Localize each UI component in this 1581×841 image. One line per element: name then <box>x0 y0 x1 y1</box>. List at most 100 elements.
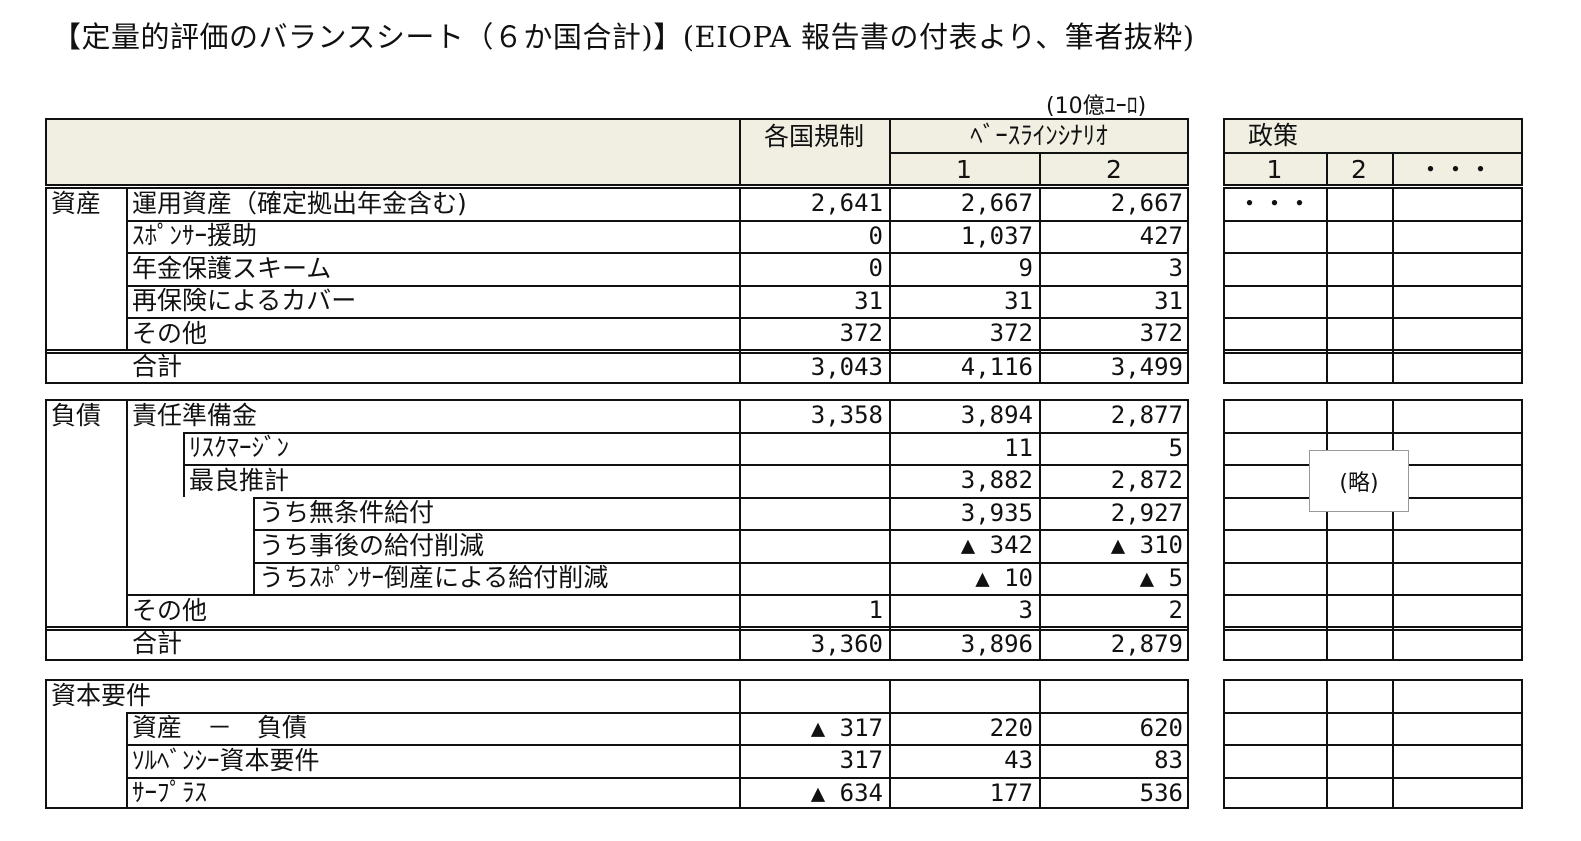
liabilities-row-label: 責任準備金 <box>132 400 258 430</box>
liabilities-value-baseline2: 5 <box>1168 433 1183 462</box>
assets-value-baseline2: 2,667 <box>1110 189 1183 218</box>
liabilities-value-kakkoku <box>739 497 889 530</box>
total-divider <box>45 628 1189 631</box>
assets-value-kakkoku: 0 <box>868 254 883 283</box>
capital-value-kakkoku: ▲ 634 <box>810 778 883 807</box>
policy-dots-row: ・・・ <box>1236 188 1312 218</box>
row-divider <box>126 776 1189 779</box>
row-divider <box>183 464 1189 466</box>
assets-value-kakkoku: 0 <box>868 221 883 250</box>
header-divider <box>739 118 741 186</box>
liabilities-total-baseline1: 3,896 <box>960 629 1033 658</box>
row-divider <box>126 284 1189 287</box>
liabilities-value-kakkoku <box>739 464 889 497</box>
liabilities-total-baseline2: 2,879 <box>1110 629 1183 658</box>
total-divider <box>45 348 1189 351</box>
row-divider <box>126 252 1189 254</box>
policy-row-divider <box>1223 561 1523 564</box>
row-divider <box>126 711 1189 714</box>
liabilities-row-label: ﾘｽｸﾏｰｼﾞﾝ <box>189 433 290 463</box>
assets-value-baseline2: 3 <box>1168 254 1183 283</box>
assets-value-baseline2: 427 <box>1139 221 1183 250</box>
row-divider <box>253 496 1189 499</box>
row-divider <box>253 561 1189 564</box>
assets-row-label: その他 <box>132 318 208 348</box>
liabilities-row-label: うちｽﾎﾟﾝｻｰ倒産による給付削減 <box>259 563 609 593</box>
capital-row-label: ｻｰﾌﾟﾗｽ <box>132 778 208 808</box>
assets-row-label: 運用資産（確定拠出年金含む) <box>132 188 467 218</box>
liabilities-row-label: うち事後の給付削減 <box>259 530 485 560</box>
assets-row-label: 年金保護スキーム <box>132 253 332 283</box>
liabilities-value-baseline1: ▲ 342 <box>960 531 1033 560</box>
liabilities-value-kakkoku: 3,358 <box>810 401 883 430</box>
assets-row-label: ｽﾎﾟﾝｻｰ援助 <box>132 221 258 251</box>
policy-total-divider <box>1223 625 1523 628</box>
indent-divider <box>253 529 255 562</box>
unit-label: (10億ﾕｰﾛ) <box>1046 94 1147 119</box>
capital-row-label: 資産 － 負債 <box>132 713 308 743</box>
liabilities-value-baseline2: 2,877 <box>1110 401 1183 430</box>
liabilities-row-label: うち無条件給付 <box>259 498 435 528</box>
policy-row-divider <box>1223 431 1523 434</box>
liabilities-value-kakkoku <box>739 529 889 562</box>
liabilities-value-baseline1: 3 <box>1018 596 1033 625</box>
policy-divider <box>1392 152 1394 186</box>
liabilities-value-kakkoku <box>739 432 889 465</box>
policy-row-divider <box>1223 776 1523 779</box>
capital-value-baseline1: 177 <box>989 778 1033 807</box>
assets-value-baseline2: 31 <box>1154 286 1183 315</box>
assets-value-baseline1: 9 <box>1018 254 1033 283</box>
capital-section-label: 資本要件 <box>51 680 152 710</box>
liabilities-label-divider <box>126 399 128 627</box>
capital-label-divider <box>126 711 128 809</box>
header-baseline: ﾍﾞｰｽﾗｲﾝｼﾅﾘｵ <box>970 120 1108 150</box>
header-policy-2: 2 <box>1351 154 1367 184</box>
assets-value-kakkoku: 2,641 <box>810 189 883 218</box>
policy-total-divider <box>1223 351 1523 354</box>
liabilities-value-baseline1: 3,882 <box>960 466 1033 495</box>
row-divider <box>253 529 1189 531</box>
assets-value-kakkoku: 372 <box>839 319 883 348</box>
liabilities-total-kakkoku: 3,360 <box>810 629 883 658</box>
omitted-note: (略) <box>1309 450 1409 512</box>
liabilities-value-baseline1: 11 <box>1004 433 1033 462</box>
assets-value-baseline2: 372 <box>1139 319 1183 348</box>
assets-total-baseline1: 4,116 <box>960 352 1033 381</box>
indent-divider <box>183 464 185 497</box>
liabilities-value-baseline2: ▲ 310 <box>1110 531 1183 560</box>
capital-value-baseline2: 83 <box>1154 746 1183 775</box>
liabilities-value-baseline1: ▲ 10 <box>975 563 1033 592</box>
policy-divider <box>1326 152 1328 186</box>
page-title: 【定量的評価のバランスシート（６か国合計)】(EIOPA 報告書の付表より、筆者… <box>52 20 1195 54</box>
assets-value-baseline1: 1,037 <box>960 221 1033 250</box>
capital-row-label: ｿﾙﾍﾞﾝｼｰ資本要件 <box>132 745 320 775</box>
liabilities-value-kakkoku: 1 <box>868 596 883 625</box>
liabilities-row-label: その他 <box>132 595 208 625</box>
header-divider <box>1039 152 1041 186</box>
indent-divider <box>183 431 185 464</box>
policy-row-divider <box>1223 252 1523 254</box>
policy-row-divider <box>1223 219 1523 222</box>
assets-label-divider <box>126 187 128 350</box>
liabilities-value-baseline2: 2,927 <box>1110 498 1183 527</box>
policy-total-divider <box>1223 628 1523 631</box>
assets-total-kakkoku: 3,043 <box>810 352 883 381</box>
assets-total-baseline2: 3,499 <box>1110 352 1183 381</box>
capital-value-baseline1: 220 <box>989 713 1033 742</box>
indent-divider <box>253 496 255 529</box>
assets-value-baseline1: 2,667 <box>960 189 1033 218</box>
row-divider <box>183 431 1189 434</box>
policy-row-divider <box>1223 711 1523 714</box>
liabilities-value-baseline2: ▲ 5 <box>1139 563 1183 592</box>
policy-row-divider <box>1223 317 1523 319</box>
assets-value-baseline1: 372 <box>989 319 1033 348</box>
capital-value-kakkoku: 317 <box>839 746 883 775</box>
liabilities-row-label: 最良推計 <box>189 465 290 495</box>
liabilities-value-baseline1: 3,935 <box>960 498 1033 527</box>
row-divider <box>126 744 1189 746</box>
policy-row-divider <box>1223 284 1523 287</box>
header-baseline-2: 2 <box>1106 154 1122 184</box>
row-divider <box>126 219 1189 222</box>
capital-value-baseline2: 620 <box>1139 713 1183 742</box>
header-baseline-1: 1 <box>956 154 972 184</box>
